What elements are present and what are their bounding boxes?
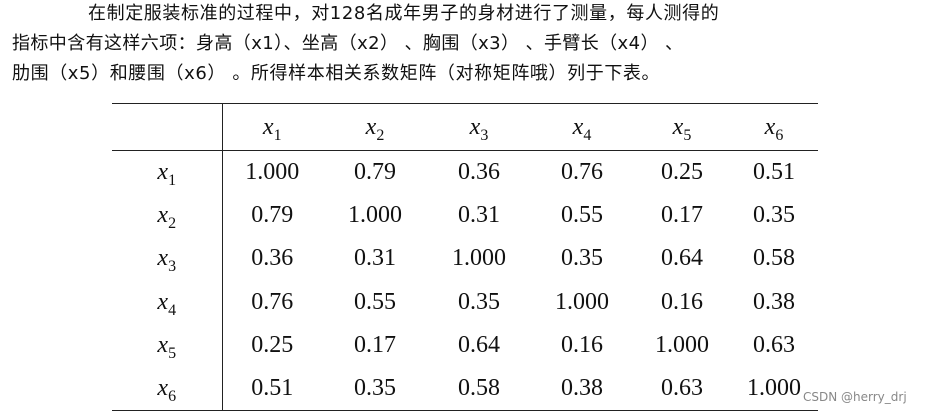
paragraph-line: 在制定服装标准的过程中，对128名成年男子的身材进行了测量，每人测得的 [88,3,720,24]
table-cell: 0.76 [561,158,603,185]
row-header: x6 [112,366,223,411]
table-cell: 0.58 [753,245,795,272]
header-row: x1 x2 x3 x4 x5 x6 [112,103,818,151]
variable-subscript: 1 [168,171,177,189]
variable-name: x [262,113,274,140]
column-header: x1 [222,104,322,151]
column-header: x6 [730,104,818,151]
table-cell: 0.36 [458,158,500,185]
table-cell: 0.64 [458,331,500,358]
table-body: x1 1.000 0.79 0.36 0.76 0.25 0.51 x2 0.79 1.000 0.… [112,150,818,411]
variable-subscript: 2 [376,126,385,144]
table-cell: 0.38 [561,374,603,401]
column-header: x3 [428,104,530,151]
table-cell: 0.51 [251,374,294,401]
variable-name: x [469,113,481,140]
table-cell: 1.000 [655,331,709,358]
table-cell: 0.55 [354,288,396,315]
table-cell: 0.63 [661,374,703,401]
table-cell: 0.35 [561,245,603,272]
watermark: CSDN @herry_drj [803,390,907,404]
table-row: x6 0.51 0.35 0.58 0.38 0.63 1.000 [112,366,818,411]
table-cell: 1.000 [452,245,506,272]
column-header: x4 [530,104,634,151]
variable-subscript: 4 [168,301,177,319]
row-header: x3 [112,237,223,281]
table-cell: 0.17 [354,331,396,358]
variable-name: x [157,158,169,185]
table-row: x2 0.79 1.000 0.31 0.55 0.17 0.35 [112,193,818,238]
table-cell: 0.31 [354,245,396,272]
table-cell: 1.000 [245,158,300,185]
row-header: x2 [112,193,223,238]
table-cell: 0.36 [251,245,294,272]
table-cell: 0.38 [753,288,795,315]
table-cell: 0.35 [458,288,500,315]
table-cell: 0.64 [661,245,703,272]
corner-cell [112,103,223,151]
variable-name: x [572,113,584,140]
column-header: x5 [634,104,730,151]
variable-name: x [672,113,684,140]
variable-subscript: 1 [273,126,282,144]
correlation-table: x1 x2 x3 x4 x5 x6 x1 1.000 0.79 0.36 0.76 0.25 0.51… [112,103,818,411]
paragraph-line: 肋围（x5）和腰围（x6） 。所得样本相关系数矩阵（对称矩阵哦）列于下表。 [12,63,661,84]
variable-subscript: 2 [168,214,177,232]
variable-name: x [764,113,776,140]
row-header: x5 [112,323,223,367]
row-header: x4 [112,280,223,324]
table-cell: 0.31 [458,201,500,228]
table-row: x4 0.76 0.55 0.35 1.000 0.16 0.38 [112,280,818,324]
table-cell: 0.35 [753,201,795,228]
variable-subscript: 6 [168,387,177,405]
table-cell: 0.51 [753,158,795,185]
table-cell: 0.17 [661,201,703,228]
table-cell: 0.58 [458,374,500,401]
table-cell: 0.79 [354,158,396,185]
variable-name: x [365,113,377,140]
table-cell: 0.25 [661,158,703,185]
variable-name: x [157,245,169,272]
variable-subscript: 6 [775,126,784,144]
column-header: x2 [322,104,428,151]
variable-subscript: 5 [683,126,692,144]
variable-subscript: 3 [480,126,489,144]
table-cell: 0.76 [251,288,294,315]
table-cell: 0.25 [251,331,294,358]
table-cell: 0.16 [561,331,603,358]
paragraph-line: 指标中含有这样六项：身高（x1）、坐高（x2） 、胸围（x3） 、手臂长（x4）… [12,33,684,54]
table-row: x1 1.000 0.79 0.36 0.76 0.25 0.51 [112,150,818,194]
row-header: x1 [112,150,223,194]
variable-name: x [157,374,169,401]
table-cell: 0.63 [753,331,795,358]
table-cell: 0.35 [354,374,396,401]
variable-subscript: 3 [168,258,177,276]
table-cell: 0.79 [251,201,294,228]
table-cell: 1.000 [348,201,402,228]
variable-name: x [157,288,169,315]
variable-subscript: 4 [583,126,592,144]
table-cell: 1.000 [747,374,801,401]
variable-name: x [157,201,169,228]
table-cell: 0.55 [561,201,603,228]
table-cell: 0.16 [661,288,703,315]
table-row: x3 0.36 0.31 1.000 0.35 0.64 0.58 [112,237,818,281]
table-row: x5 0.25 0.17 0.64 0.16 1.000 0.63 [112,323,818,367]
variable-name: x [157,331,169,358]
table-cell: 1.000 [555,288,609,315]
variable-subscript: 5 [168,344,177,362]
